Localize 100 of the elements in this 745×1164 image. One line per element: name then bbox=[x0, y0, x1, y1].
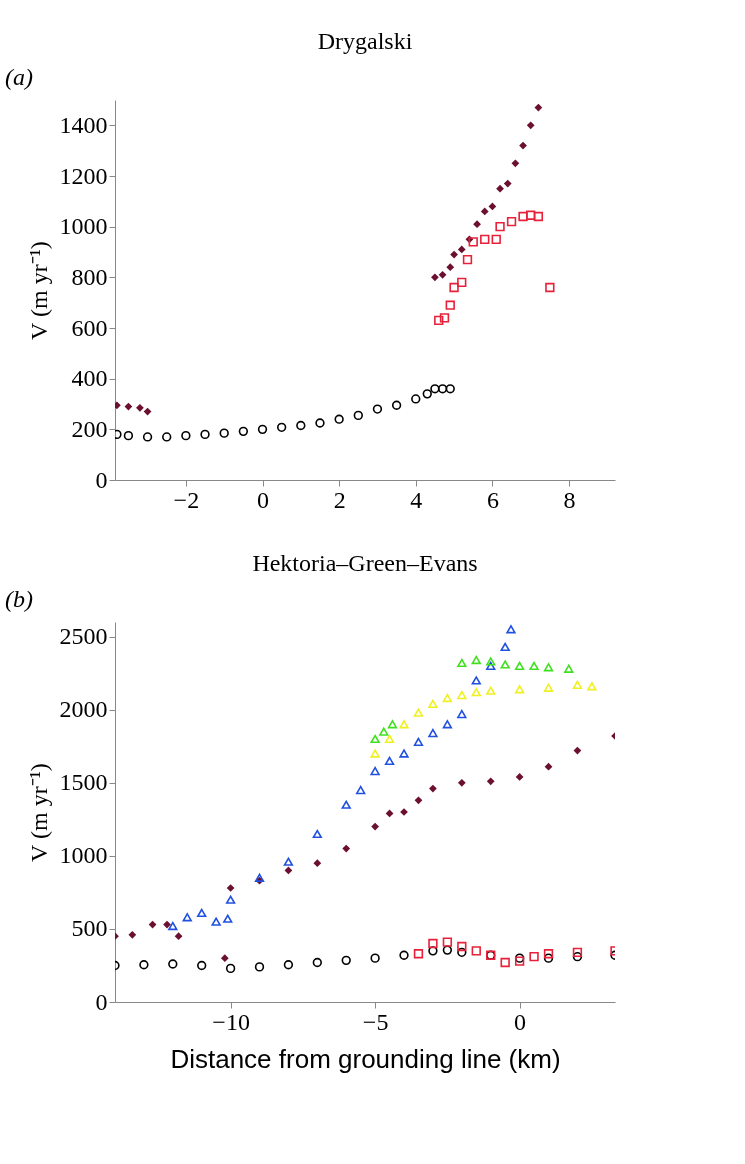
point bbox=[457, 690, 467, 700]
point bbox=[413, 737, 424, 746]
point bbox=[168, 959, 178, 969]
point bbox=[370, 953, 380, 963]
point bbox=[353, 410, 363, 421]
point bbox=[442, 937, 453, 947]
point bbox=[500, 660, 510, 669]
point bbox=[334, 414, 344, 424]
point bbox=[296, 420, 306, 431]
point bbox=[384, 756, 395, 765]
point bbox=[220, 954, 229, 963]
point bbox=[143, 407, 152, 416]
point bbox=[500, 642, 510, 651]
point bbox=[488, 202, 497, 211]
point bbox=[225, 895, 236, 904]
y-tick-label: 400 bbox=[71, 365, 108, 392]
point bbox=[545, 282, 555, 293]
point bbox=[471, 946, 481, 956]
point bbox=[226, 884, 235, 892]
point bbox=[526, 210, 536, 220]
point bbox=[486, 657, 496, 666]
point bbox=[471, 688, 481, 697]
point bbox=[495, 221, 505, 232]
point bbox=[471, 655, 481, 665]
point bbox=[543, 663, 554, 672]
point bbox=[422, 389, 432, 399]
point bbox=[437, 384, 448, 394]
point bbox=[428, 946, 438, 956]
y-tick-label: 800 bbox=[71, 263, 108, 290]
point bbox=[471, 676, 481, 685]
y-tick-label: 1000 bbox=[59, 842, 108, 869]
y-axis-title: V (m yr⁻¹) bbox=[25, 763, 52, 862]
point bbox=[429, 784, 437, 793]
y-tick-label: 2500 bbox=[59, 623, 108, 650]
point bbox=[543, 683, 554, 692]
point bbox=[457, 947, 467, 957]
point bbox=[313, 859, 322, 868]
point bbox=[162, 432, 172, 442]
point bbox=[506, 625, 516, 634]
y-tick-label: 1200 bbox=[59, 162, 108, 189]
point bbox=[449, 282, 459, 293]
point bbox=[587, 682, 597, 691]
point bbox=[572, 947, 583, 957]
point bbox=[543, 949, 554, 959]
point bbox=[387, 720, 398, 729]
point bbox=[276, 422, 287, 432]
point bbox=[428, 938, 438, 949]
point bbox=[462, 254, 473, 265]
point bbox=[428, 699, 438, 708]
point bbox=[399, 720, 409, 729]
point bbox=[197, 908, 207, 917]
point bbox=[219, 428, 229, 438]
point bbox=[399, 950, 409, 960]
point bbox=[315, 418, 325, 428]
point bbox=[442, 693, 453, 703]
x-tick-label: −2 bbox=[173, 486, 200, 513]
point bbox=[543, 953, 554, 963]
x-tick-label: −10 bbox=[212, 1008, 250, 1035]
point bbox=[486, 661, 496, 670]
point bbox=[457, 658, 467, 668]
point bbox=[136, 403, 144, 412]
point bbox=[526, 121, 535, 130]
point bbox=[529, 952, 539, 962]
point bbox=[370, 749, 380, 758]
text: (b) bbox=[5, 586, 33, 612]
point bbox=[445, 384, 455, 394]
point bbox=[514, 661, 525, 670]
point bbox=[168, 921, 178, 931]
point bbox=[414, 796, 423, 805]
point bbox=[534, 103, 543, 112]
point bbox=[413, 708, 424, 717]
x-tick-label: 4 bbox=[410, 486, 423, 513]
point bbox=[123, 431, 134, 441]
point bbox=[341, 955, 351, 966]
point bbox=[506, 216, 517, 227]
point bbox=[128, 930, 137, 939]
point bbox=[355, 785, 366, 795]
point bbox=[496, 184, 504, 193]
point bbox=[486, 777, 495, 786]
y-tick-label: 0 bbox=[95, 466, 108, 493]
y-tick-label: 600 bbox=[71, 314, 108, 341]
point bbox=[142, 432, 153, 442]
point bbox=[529, 661, 539, 670]
y-tick-label: 200 bbox=[71, 415, 108, 442]
point bbox=[514, 685, 525, 694]
point bbox=[511, 159, 520, 168]
point bbox=[573, 746, 582, 755]
y-tick-label: 0 bbox=[95, 988, 108, 1015]
point bbox=[312, 957, 322, 968]
y-tick-label: 1500 bbox=[59, 769, 108, 796]
point bbox=[445, 300, 455, 310]
point bbox=[491, 234, 501, 245]
point bbox=[370, 766, 380, 776]
y-axis-title: V (m yr⁻¹) bbox=[25, 241, 52, 340]
point bbox=[480, 207, 489, 216]
point bbox=[457, 277, 467, 288]
x-tick-label: 8 bbox=[563, 486, 576, 513]
point bbox=[486, 686, 496, 695]
point bbox=[163, 920, 171, 929]
point bbox=[519, 141, 527, 150]
